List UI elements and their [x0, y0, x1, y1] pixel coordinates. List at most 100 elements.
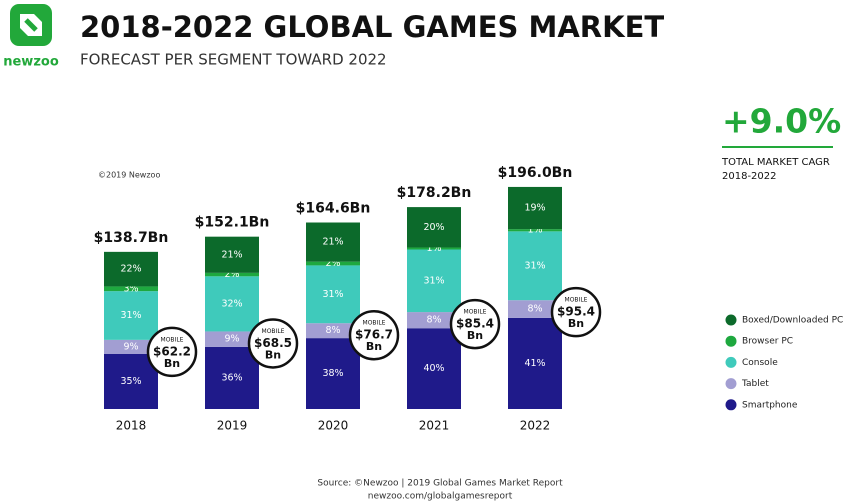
chart-title: 2018-2022 GLOBAL GAMES MARKET — [80, 10, 664, 44]
bar-segment — [205, 276, 259, 332]
x-tick-label: 2020 — [318, 419, 349, 433]
segment-label: 2% — [325, 258, 340, 269]
bar-segment — [508, 317, 562, 409]
bar-segment — [407, 207, 461, 248]
segment-label: 2% — [224, 269, 239, 280]
segment-label: 31% — [423, 275, 444, 286]
legend-label: Smartphone — [742, 400, 798, 410]
mobile-value: $68.5 — [254, 336, 292, 350]
mobile-label: MOBILE — [464, 309, 487, 316]
legend-label: Console — [742, 358, 778, 368]
mobile-unit: Bn — [164, 357, 180, 370]
bar-segment — [508, 229, 562, 232]
segment-label: 31% — [120, 310, 141, 321]
bar-segment — [205, 331, 259, 347]
segment-label: 1% — [527, 225, 542, 236]
bar-segment — [205, 236, 259, 273]
legend-label: Browser PC — [742, 337, 793, 347]
segment-label: 9% — [224, 334, 239, 345]
bar-segment — [306, 338, 360, 409]
total-label: $138.7Bn — [94, 230, 169, 246]
bar-segment — [508, 231, 562, 301]
bar-segment — [407, 249, 461, 313]
segment-label: 21% — [322, 237, 343, 248]
x-tick-label: 2019 — [217, 419, 248, 433]
segment-label: 20% — [423, 222, 444, 233]
x-tick-label: 2022 — [520, 419, 551, 433]
segment-label: 40% — [423, 363, 444, 374]
legend-swatch — [725, 314, 737, 326]
mobile-badge — [247, 318, 299, 369]
bar-segment — [104, 353, 158, 409]
segment-label: 22% — [120, 264, 141, 275]
mobile-unit: Bn — [265, 348, 281, 361]
bar-segment — [306, 265, 360, 324]
mobile-label: MOBILE — [565, 297, 588, 304]
segment-label: 19% — [524, 203, 545, 214]
bar-segment — [306, 323, 360, 339]
total-label: $152.1Bn — [195, 215, 270, 231]
mobile-badge — [550, 286, 602, 338]
segment-label: 8% — [426, 315, 441, 326]
total-label: $164.6Bn — [296, 201, 371, 217]
legend-swatch — [725, 399, 737, 411]
logo-text: newzoo — [3, 55, 59, 70]
mobile-value: $85.4 — [456, 317, 494, 331]
source: Source: ©Newzoo | 2019 Global Games Mark… — [317, 479, 563, 489]
mobile-badge — [449, 298, 501, 350]
segment-label: 32% — [221, 298, 242, 309]
segment-label: 1% — [426, 243, 441, 254]
bar-segment — [104, 339, 158, 354]
segment-label: 3% — [123, 283, 138, 294]
bar-segment — [306, 222, 360, 262]
bar-segment — [508, 186, 562, 230]
mobile-label: MOBILE — [363, 320, 386, 327]
mobile-badge — [146, 326, 198, 378]
mobile-unit: Bn — [467, 329, 483, 342]
x-tick-label: 2021 — [419, 419, 450, 433]
total-label: $178.2Bn — [397, 185, 472, 201]
mobile-value: $62.2 — [153, 344, 191, 358]
url: newzoo.com/globalgamesreport — [368, 492, 513, 502]
mobile-label: MOBILE — [161, 336, 184, 343]
logo — [10, 4, 52, 46]
cagr-caption: TOTAL MARKET CAGR — [721, 157, 830, 168]
segment-label: 31% — [524, 260, 545, 271]
bar-segment — [508, 300, 562, 318]
chart-subtitle: FORECAST PER SEGMENT TOWARD 2022 — [80, 51, 387, 69]
segment-label: 41% — [524, 358, 545, 369]
bar-segment — [104, 251, 158, 287]
segment-label: 31% — [322, 289, 343, 300]
mobile-value: $95.4 — [557, 305, 595, 319]
segment-label: 9% — [123, 341, 138, 352]
total-label: $196.0Bn — [498, 165, 573, 181]
legend-label: Tablet — [741, 379, 769, 389]
segment-label: 38% — [322, 368, 343, 379]
legend-swatch — [725, 378, 737, 390]
bar-segment — [104, 286, 158, 292]
cagr-period: 2018-2022 — [722, 171, 777, 182]
legend-label: Boxed/Downloaded PC — [742, 316, 843, 326]
legend-swatch — [725, 335, 737, 347]
mobile-unit: Bn — [366, 340, 382, 353]
mobile-badge — [348, 309, 400, 361]
segment-label: 36% — [221, 372, 242, 383]
copyright: ©2019 Newzoo — [98, 171, 160, 180]
mobile-unit: Bn — [568, 317, 584, 330]
segment-label: 35% — [120, 376, 141, 387]
cagr-value: +9.0% — [722, 102, 841, 141]
mobile-label: MOBILE — [262, 328, 285, 335]
bar-segment — [104, 291, 158, 340]
bar-segment — [205, 272, 259, 277]
x-tick-label: 2018 — [116, 419, 147, 433]
bar-segment — [306, 261, 360, 266]
bar-segment — [407, 328, 461, 409]
segment-label: 21% — [221, 249, 242, 260]
bar-segment — [407, 247, 461, 250]
segment-label: 8% — [325, 325, 340, 336]
segment-label: 8% — [527, 304, 542, 315]
legend-swatch — [725, 356, 737, 368]
mobile-value: $76.7 — [355, 328, 393, 342]
bar-segment — [407, 312, 461, 329]
